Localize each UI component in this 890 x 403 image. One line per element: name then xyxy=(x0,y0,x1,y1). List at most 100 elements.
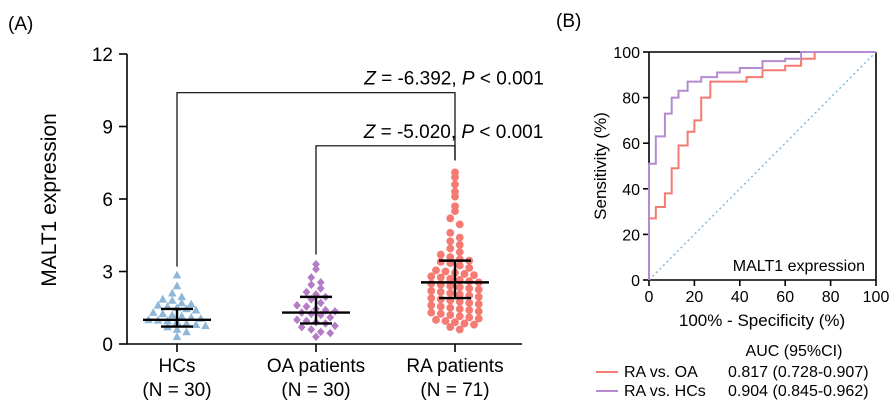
roc-x-axis-label: 100% - Specificity (%) xyxy=(679,311,845,330)
legend-series-name: RA vs. HCs xyxy=(624,383,706,400)
data-point xyxy=(455,241,464,249)
significance-bracket xyxy=(176,92,456,267)
data-point xyxy=(474,292,483,301)
data-point xyxy=(446,228,455,237)
y-tick-label: 6 xyxy=(102,190,113,211)
data-point xyxy=(460,270,469,278)
category-n-label: (N = 71) xyxy=(420,380,489,401)
data-point xyxy=(307,273,316,282)
data-point xyxy=(312,259,320,269)
roc-y-tick-label: 60 xyxy=(622,136,640,153)
data-point xyxy=(316,278,325,287)
y-tick-label: 9 xyxy=(102,118,113,139)
data-point xyxy=(153,300,163,309)
data-point xyxy=(470,271,478,280)
y-tick-label: 3 xyxy=(102,263,113,284)
data-point xyxy=(446,323,455,331)
data-point xyxy=(446,253,455,261)
roc-y-tick-label: 0 xyxy=(631,273,640,290)
data-point xyxy=(427,308,436,317)
data-point xyxy=(436,309,445,318)
roc-curve-panel: 0 20 40 60 80 100 0 20 40 60 80 100 MALT1 expressi… xyxy=(591,45,889,400)
data-point xyxy=(326,328,335,338)
category-label: OA patients xyxy=(267,356,365,377)
category-label: RA patients xyxy=(406,356,503,377)
data-point xyxy=(455,283,464,292)
roc-curve-ra-vs-hcs xyxy=(648,51,876,280)
significance-bracket xyxy=(315,145,456,255)
data-point xyxy=(451,318,459,327)
roc-y-tick-label: 20 xyxy=(622,227,640,244)
data-point xyxy=(326,313,335,322)
roc-y-tick-label: 80 xyxy=(622,91,640,108)
data-point xyxy=(432,315,440,324)
data-point xyxy=(427,301,436,310)
annotation-part: P xyxy=(462,69,475,90)
data-point xyxy=(172,325,182,333)
roc-y-ticks: 0 20 40 60 80 100 xyxy=(613,45,649,290)
data-point xyxy=(465,299,474,307)
data-point xyxy=(316,284,325,293)
data-point xyxy=(302,287,311,297)
data-point xyxy=(182,318,191,327)
data-point xyxy=(436,257,445,266)
data-point xyxy=(331,321,339,331)
scatter-plot-panel: 0 3 6 9 12 MALT1 expression Z = -6.392, P < … xyxy=(38,45,544,401)
data-point xyxy=(474,307,483,316)
data-point xyxy=(451,180,459,189)
data-point xyxy=(455,297,464,306)
data-point xyxy=(474,314,483,323)
data-point xyxy=(451,168,459,177)
y-ticks: 0 3 6 9 12 xyxy=(92,45,127,356)
data-point xyxy=(302,316,311,326)
legend-auc-value: 0.817 (0.728-0.907) xyxy=(728,364,869,381)
roc-y-tick-label: 40 xyxy=(622,182,640,199)
roc-y-tick-label: 100 xyxy=(613,45,640,62)
data-point xyxy=(307,280,316,290)
annotation-part: = -5.020, xyxy=(375,122,461,143)
data-point xyxy=(312,290,320,299)
roc-x-tick-label: 60 xyxy=(776,289,794,306)
category-n-label: (N = 30) xyxy=(142,380,211,401)
y-tick-label: 12 xyxy=(92,45,113,66)
data-point xyxy=(312,332,320,342)
data-point xyxy=(455,325,464,334)
data-point xyxy=(446,311,455,319)
data-point xyxy=(427,279,436,288)
data-point xyxy=(455,233,464,242)
data-point xyxy=(432,266,440,275)
data-point xyxy=(446,303,455,312)
data-point xyxy=(465,306,474,315)
data-point xyxy=(451,202,459,211)
roc-y-axis-label: Sensitivity (%) xyxy=(591,112,610,220)
data-point xyxy=(465,313,474,322)
data-point xyxy=(167,310,177,319)
category-label: HCs xyxy=(159,356,196,377)
data-point xyxy=(172,332,182,341)
data-point xyxy=(172,270,182,279)
data-point xyxy=(177,298,187,307)
category-n-label: (N = 30) xyxy=(281,380,350,401)
reference-diagonal xyxy=(648,51,877,281)
data-point xyxy=(293,315,301,325)
data-point xyxy=(436,250,445,259)
data-point xyxy=(316,310,325,320)
data-point xyxy=(331,307,339,316)
significance-annotation: Z = -6.392, P < 0.001 xyxy=(363,69,544,90)
data-point xyxy=(446,244,455,253)
data-point xyxy=(191,305,201,314)
data-point xyxy=(436,273,445,282)
legend-header: AUC (95%CI) xyxy=(746,343,843,360)
data-point xyxy=(293,301,301,310)
annotation-part: < 0.001 xyxy=(475,69,544,90)
annotation-part: = -6.392, xyxy=(376,69,462,90)
data-point xyxy=(455,248,464,257)
annotation-part: P xyxy=(461,122,474,143)
data-point xyxy=(302,302,311,311)
data-point xyxy=(177,311,187,320)
data-point xyxy=(436,288,445,296)
panel-label-b: (B) xyxy=(556,11,581,32)
data-point xyxy=(321,305,330,315)
roc-x-tick-label: 20 xyxy=(686,289,704,306)
